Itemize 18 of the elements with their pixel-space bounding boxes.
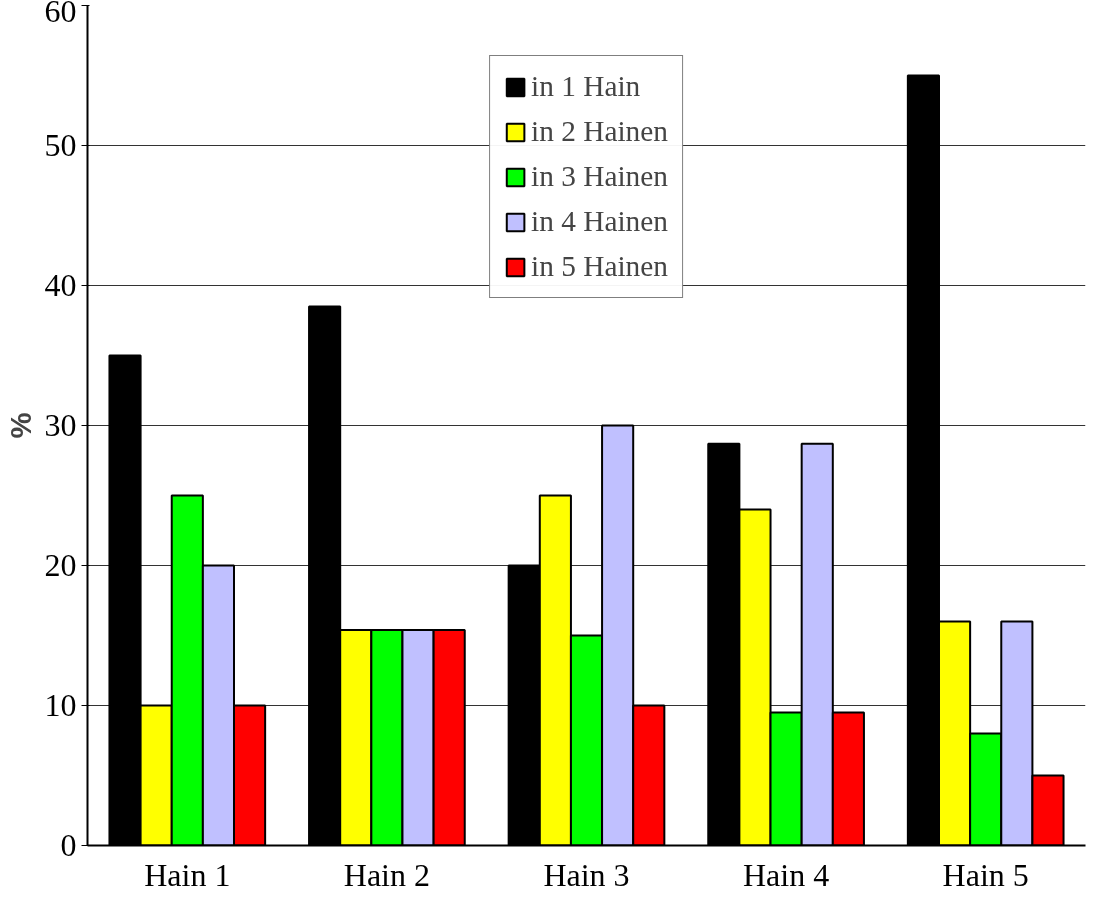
y-tick-label: 10: [44, 687, 77, 723]
x-tick-label: Hain 4: [743, 856, 830, 893]
y-tick-label: 50: [44, 127, 77, 163]
legend-label: in 3 Hainen: [531, 160, 668, 193]
y-tick-label: 20: [44, 547, 77, 583]
y-tick-label: 0: [60, 827, 77, 863]
legend-label: in 4 Hainen: [531, 205, 668, 238]
x-tick-label: Hain 3: [543, 856, 630, 893]
y-axis-title: %: [3, 412, 37, 439]
y-tick-label: 40: [44, 267, 77, 303]
legend-label: in 2 Hainen: [531, 115, 668, 148]
legend-label: in 5 Hainen: [531, 250, 668, 283]
x-tick-label: Hain 1: [144, 856, 231, 893]
x-tick-label: Hain 2: [343, 856, 430, 893]
x-tick-label: Hain 5: [942, 856, 1029, 893]
y-tick-label: 60: [44, 0, 77, 29]
y-tick-label: 30: [44, 407, 77, 443]
legend-label: in 1 Hain: [531, 70, 641, 103]
